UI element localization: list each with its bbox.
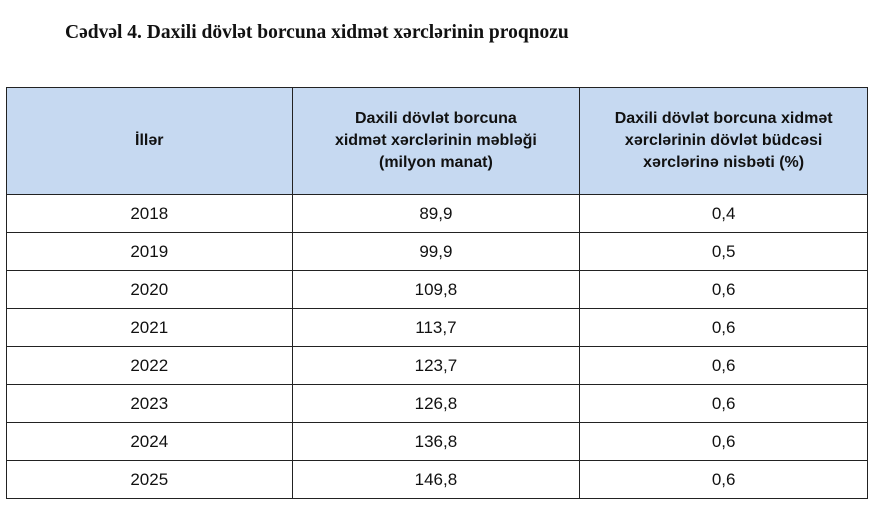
year-cell: 2021 — [6, 308, 293, 347]
table-row: 2020 109,8 0,6 — [6, 270, 868, 309]
forecast-table: İllər Daxili dövlət borcuna xidmət xərcl… — [6, 87, 868, 499]
ratio-cell: 0,6 — [579, 460, 868, 499]
ratio-cell: 0,6 — [579, 422, 868, 461]
ratio-cell: 0,6 — [579, 308, 868, 347]
year-cell: 2025 — [6, 460, 293, 499]
table-row: 2024 136,8 0,6 — [6, 422, 868, 461]
table-title: Cədvəl 4. Daxili dövlət borcuna xidmət x… — [65, 22, 569, 43]
header-ratio: Daxili dövlət borcuna xidmət xərclərinin… — [579, 87, 868, 195]
amount-cell: 99,9 — [291, 232, 581, 271]
table-row: 2023 126,8 0,6 — [6, 384, 868, 423]
ratio-cell: 0,6 — [579, 384, 868, 423]
amount-cell: 113,7 — [291, 308, 581, 347]
year-cell: 2018 — [6, 194, 293, 233]
amount-cell: 89,9 — [291, 194, 581, 233]
ratio-cell: 0,6 — [579, 270, 868, 309]
table-row: 2019 99,9 0,5 — [6, 232, 868, 271]
year-cell: 2022 — [6, 346, 293, 385]
amount-cell: 146,8 — [291, 460, 581, 499]
table-row: 2022 123,7 0,6 — [6, 346, 868, 385]
table-row: 2025 146,8 0,6 — [6, 460, 868, 499]
header-row: İllər Daxili dövlət borcuna xidmət xərcl… — [6, 87, 868, 195]
ratio-cell: 0,6 — [579, 346, 868, 385]
year-cell: 2020 — [6, 270, 293, 309]
amount-cell: 126,8 — [291, 384, 581, 423]
table-row: 2021 113,7 0,6 — [6, 308, 868, 347]
ratio-cell: 0,5 — [579, 232, 868, 271]
year-cell: 2024 — [6, 422, 293, 461]
amount-cell: 136,8 — [291, 422, 581, 461]
header-amount: Daxili dövlət borcuna xidmət xərclərinin… — [291, 87, 581, 195]
ratio-cell: 0,4 — [579, 194, 868, 233]
year-cell: 2019 — [6, 232, 293, 271]
table-row: 2018 89,9 0,4 — [6, 194, 868, 233]
amount-cell: 123,7 — [291, 346, 581, 385]
header-years: İllər — [6, 87, 293, 195]
year-cell: 2023 — [6, 384, 293, 423]
amount-cell: 109,8 — [291, 270, 581, 309]
